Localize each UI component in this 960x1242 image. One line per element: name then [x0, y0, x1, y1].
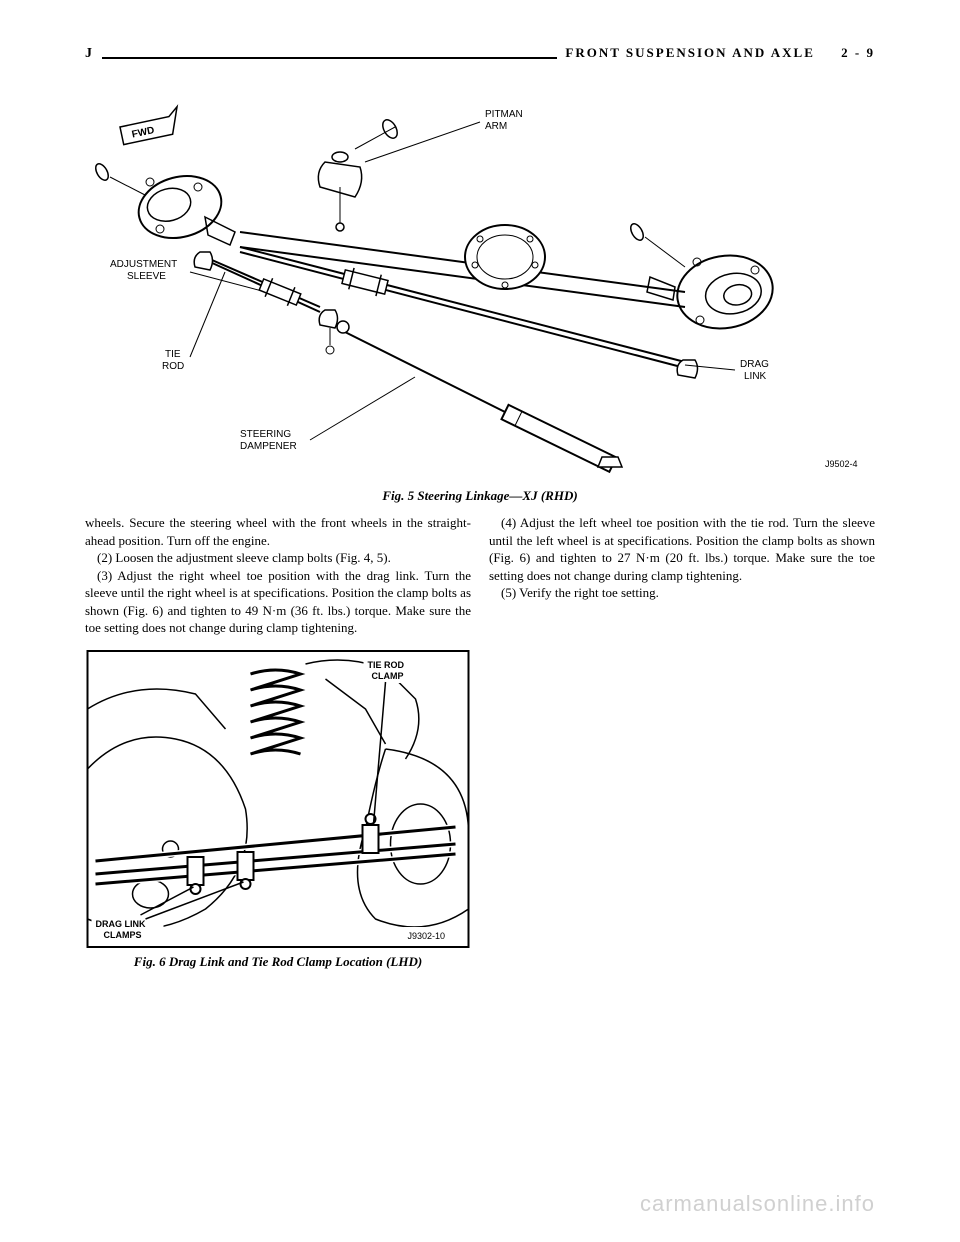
tie-label-2: ROD [162, 361, 184, 372]
header-title: FRONT SUSPENSION AND AXLE [565, 45, 815, 60]
figure-6-caption: Fig. 6 Drag Link and Tie Rod Clamp Locat… [85, 953, 471, 971]
fig6-tierod-2: CLAMP [372, 671, 404, 681]
adjustment-label-2: SLEEVE [127, 271, 166, 282]
header-divider [102, 57, 557, 59]
figure-5-caption: Fig. 5 Steering Linkage—XJ (RHD) [85, 488, 875, 504]
pitman-label-2: ARM [485, 121, 507, 132]
right-p2: (5) Verify the right toe setting. [489, 584, 875, 602]
left-p1: wheels. Secure the steering wheel with t… [85, 514, 471, 549]
left-p3: (3) Adjust the right wheel toe position … [85, 567, 471, 637]
clamp-location-diagram: TIE ROD CLAMP DRAG LINK CLAMPS J9302-10 [85, 649, 471, 949]
fig6-draglink-2: CLAMPS [104, 930, 142, 940]
fig6-id: J9302-10 [408, 931, 446, 941]
page-header: J FRONT SUSPENSION AND AXLE 2 - 9 [85, 45, 875, 62]
fig5-id: J9502-4 [825, 459, 858, 469]
damper-label-2: DAMPENER [240, 441, 297, 452]
figure-6: TIE ROD CLAMP DRAG LINK CLAMPS J9302-10 [85, 649, 471, 949]
body-columns: wheels. Secure the steering wheel with t… [85, 514, 875, 970]
watermark: carmanualsonline.info [640, 1191, 875, 1217]
header-page: 2 - 9 [841, 45, 875, 60]
steering-linkage-diagram: FWD PITMAN ARM [85, 92, 875, 482]
drag-label-2: LINK [744, 371, 767, 382]
header-section: FRONT SUSPENSION AND AXLE 2 - 9 [565, 45, 875, 61]
fig6-draglink-1: DRAG LINK [96, 919, 146, 929]
adjustment-label-1: ADJUSTMENT [110, 259, 177, 270]
tie-label-1: TIE [165, 349, 181, 360]
left-p2: (2) Loosen the adjustment sleeve clamp b… [85, 549, 471, 567]
drag-label-1: DRAG [740, 359, 769, 370]
right-column: (4) Adjust the left wheel toe position w… [489, 514, 875, 970]
pitman-label-1: PITMAN [485, 109, 523, 120]
right-p1: (4) Adjust the left wheel toe position w… [489, 514, 875, 584]
left-column: wheels. Secure the steering wheel with t… [85, 514, 471, 970]
figure-5: FWD PITMAN ARM [85, 92, 875, 482]
fig6-tierod-1: TIE ROD [368, 660, 405, 670]
damper-label-1: STEERING [240, 429, 291, 440]
header-model: J [85, 46, 94, 62]
